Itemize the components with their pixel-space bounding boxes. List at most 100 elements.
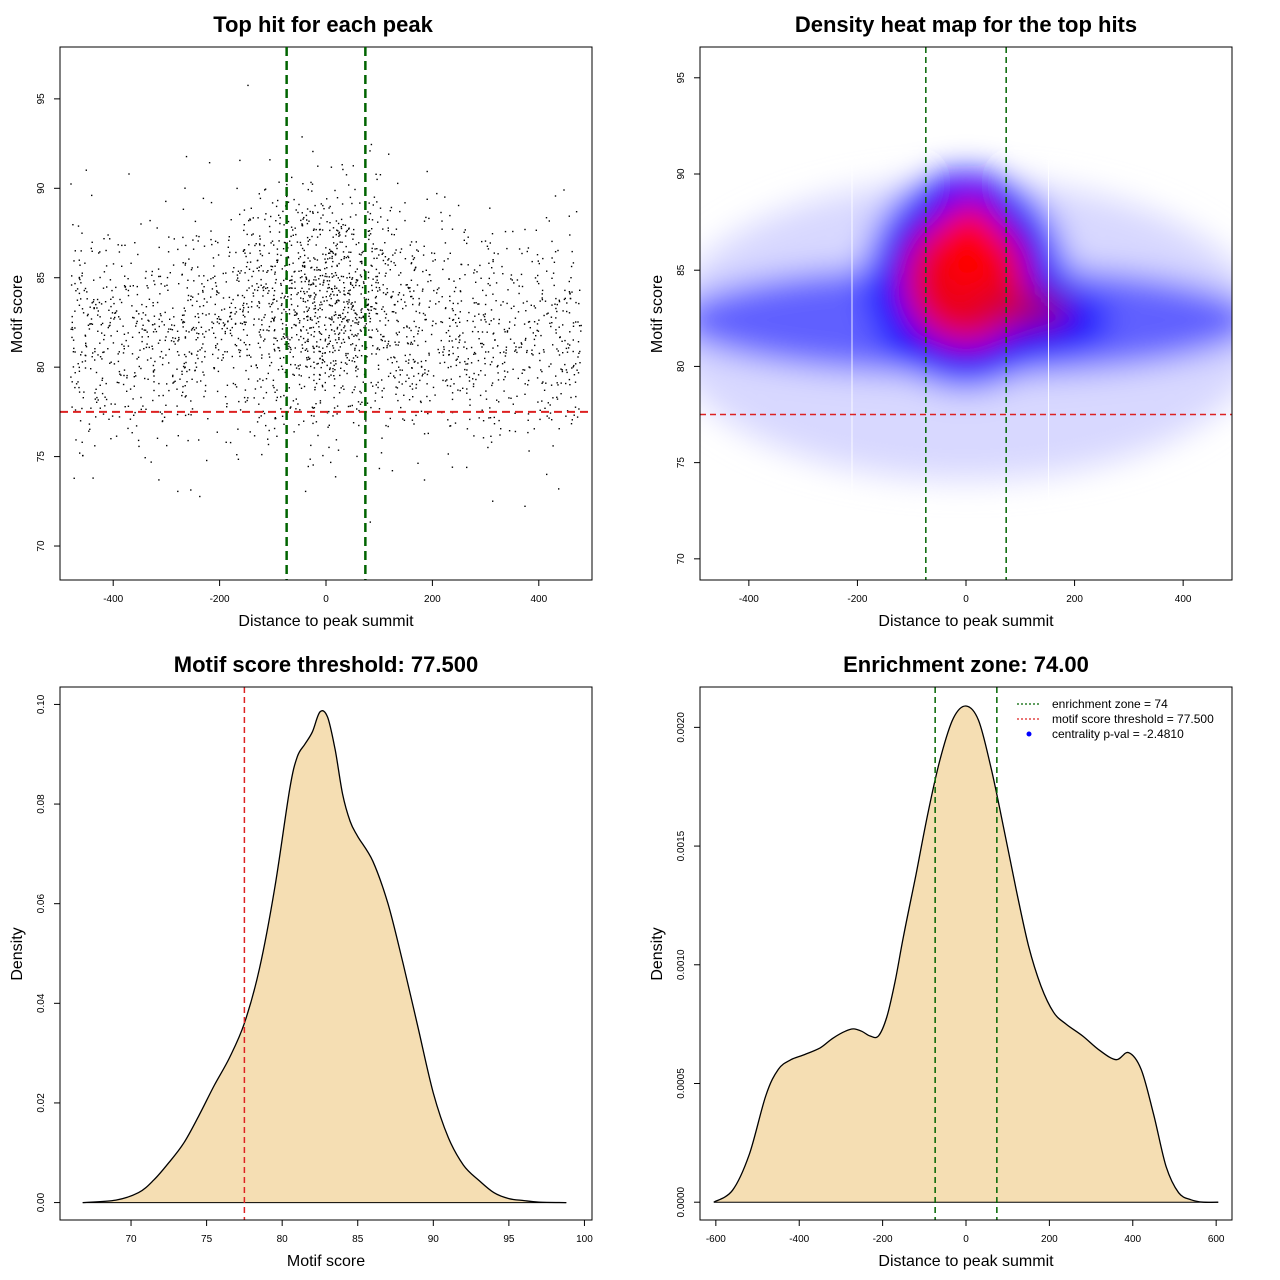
scatter-point <box>361 345 363 347</box>
scatter-point <box>273 319 275 322</box>
scatter-point <box>306 219 308 221</box>
scatter-point <box>105 398 108 401</box>
scatter-point <box>446 379 448 381</box>
scatter-point <box>358 285 361 287</box>
scatter-point <box>334 287 336 290</box>
scatter-point <box>315 403 317 405</box>
scatter-point <box>375 312 377 315</box>
scatter-point <box>313 407 316 409</box>
scatter-point <box>248 219 250 222</box>
scatter-point <box>337 317 339 319</box>
scatter-point <box>77 225 80 227</box>
scatter-point <box>492 500 494 502</box>
scatter-point <box>153 315 156 317</box>
scatter-point <box>158 382 160 385</box>
scatter-point <box>326 198 328 200</box>
scatter-point <box>408 287 410 290</box>
scatter-point <box>274 273 276 275</box>
scatter-x-tick-label: -200 <box>210 594 230 605</box>
scatter-point <box>186 381 188 383</box>
scatter-point <box>572 339 574 341</box>
scatter-point <box>478 417 480 419</box>
scatter-point <box>382 347 385 349</box>
score-density-x-tick-label: 75 <box>201 1234 213 1245</box>
scatter-point <box>380 452 383 454</box>
heatmap-x-tick-label: 200 <box>1066 594 1083 605</box>
scatter-point <box>565 347 568 350</box>
scatter-point <box>110 403 112 405</box>
scatter-point <box>190 295 192 297</box>
scatter-point <box>117 353 119 355</box>
scatter-point <box>563 189 565 191</box>
scatter-point <box>285 311 287 313</box>
scatter-point <box>199 305 201 308</box>
scatter-point <box>334 333 336 335</box>
scatter-point <box>237 270 240 272</box>
scatter-point <box>514 412 516 414</box>
scatter-point <box>88 328 91 330</box>
scatter-point <box>348 299 350 301</box>
scatter-point <box>377 221 379 223</box>
scatter-point <box>210 201 213 204</box>
scatter-point <box>188 331 190 333</box>
scatter-point <box>178 338 180 341</box>
scatter-point <box>341 241 343 243</box>
scatter-point <box>482 420 485 422</box>
scatter-point <box>185 155 188 158</box>
scatter-point <box>197 266 199 268</box>
scatter-point <box>335 301 338 304</box>
scatter-point <box>423 433 426 435</box>
scatter-point <box>536 280 539 283</box>
scatter-point <box>488 262 490 264</box>
scatter-point <box>442 351 444 353</box>
scatter-point <box>493 416 495 419</box>
scatter-point <box>316 266 318 269</box>
scatter-point <box>197 357 199 360</box>
scatter-point <box>306 291 308 293</box>
scatter-point <box>397 399 399 402</box>
scatter-point <box>287 343 290 345</box>
scatter-point <box>375 302 377 304</box>
scatter-point <box>176 405 178 407</box>
scatter-point <box>324 340 326 342</box>
scatter-point <box>353 233 355 236</box>
scatter-point <box>170 340 173 342</box>
scatter-point <box>466 242 468 245</box>
scatter-point <box>134 411 136 414</box>
scatter-point <box>362 281 365 283</box>
scatter-point <box>235 311 238 313</box>
scatter-point <box>274 271 276 273</box>
scatter-point <box>387 343 389 345</box>
scatter-point <box>113 363 116 365</box>
scatter-point <box>485 321 487 323</box>
scatter-point <box>321 274 324 277</box>
scatter-point <box>533 305 535 307</box>
scatter-point <box>318 229 321 231</box>
scatter-point <box>313 367 316 369</box>
scatter-point <box>538 282 540 285</box>
scatter-point <box>141 328 143 330</box>
scatter-point <box>489 284 491 287</box>
scatter-point <box>243 296 246 299</box>
scatter-point <box>514 430 517 433</box>
scatter-point <box>280 284 282 286</box>
scatter-point <box>313 269 316 271</box>
scatter-point <box>262 289 265 292</box>
scatter-point <box>135 310 138 312</box>
scatter-point <box>78 259 80 261</box>
scatter-point <box>508 327 510 330</box>
scatter-point <box>333 242 335 244</box>
scatter-point <box>323 279 325 281</box>
scatter-point <box>561 340 563 342</box>
scatter-point <box>371 289 373 292</box>
scatter-point <box>443 361 446 364</box>
scatter-point <box>270 303 273 306</box>
scatter-point <box>333 314 335 317</box>
score-density-x-tick-label: 95 <box>503 1234 515 1245</box>
scatter-point <box>286 336 289 338</box>
scatter-point <box>161 363 164 366</box>
scatter-point <box>395 228 398 230</box>
scatter-point <box>224 323 226 326</box>
scatter-point <box>520 342 522 344</box>
heatmap-x-label: Distance to peak summit <box>878 613 1054 630</box>
